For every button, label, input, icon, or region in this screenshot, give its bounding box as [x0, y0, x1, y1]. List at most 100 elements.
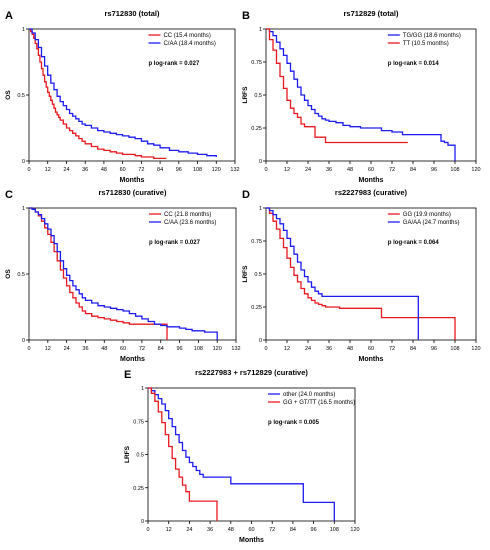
km-curve-blue-series-1 — [29, 28, 217, 157]
x-tick-label: 12 — [284, 346, 290, 352]
x-tick-label: 24 — [64, 346, 70, 352]
x-tick-label: 36 — [326, 167, 332, 173]
x-tick-label: 120 — [350, 527, 359, 533]
x-tick-label: 72 — [269, 527, 275, 533]
plot-frame — [147, 387, 356, 522]
x-axis-label: Months — [120, 177, 145, 184]
x-tick-label: 120 — [212, 167, 221, 173]
y-tick-label: 0.25 — [133, 486, 144, 492]
plot-frame — [28, 28, 236, 162]
x-tick-label: 108 — [194, 346, 203, 352]
x-tick-label: 0 — [27, 167, 30, 173]
x-tick-label: 72 — [389, 346, 395, 352]
x-tick-label: 120 — [471, 167, 480, 173]
y-tick-label: 0 — [259, 159, 262, 165]
x-tick-label: 72 — [138, 167, 144, 173]
x-tick-label: 60 — [368, 167, 374, 173]
y-tick-label: 1 — [259, 27, 262, 33]
p-value-annotation: p log-rank = 0.064 — [388, 240, 440, 246]
km-curve-blue-series-1 — [266, 207, 419, 340]
x-tick-label: 48 — [347, 346, 353, 352]
x-tick-label: 12 — [284, 167, 290, 173]
y-tick-label: 0.5 — [254, 272, 262, 278]
x-tick-label: 24 — [63, 167, 69, 173]
x-axis-label: Months — [120, 356, 145, 363]
y-tick-label: 0.25 — [251, 305, 262, 311]
y-tick-label: 1 — [141, 386, 144, 392]
y-tick-label: 0.5 — [254, 93, 262, 99]
y-tick-label: 0 — [22, 159, 25, 165]
x-tick-label: 120 — [471, 346, 480, 352]
p-value-annotation: p log-rank = 0.014 — [388, 61, 440, 67]
x-axis-label: Months — [239, 537, 264, 544]
plot-frame — [28, 207, 237, 341]
plot-frame — [265, 207, 477, 341]
x-tick-label: 84 — [410, 167, 416, 173]
x-tick-label: 96 — [431, 167, 437, 173]
x-tick-label: 36 — [207, 527, 213, 533]
p-value-annotation: p log-rank = 0.027 — [148, 61, 200, 67]
y-tick-label: 0.75 — [133, 419, 144, 425]
y-tick-label: 1 — [259, 206, 262, 212]
x-tick-label: 60 — [120, 167, 126, 173]
km-curve-red-series-1 — [266, 28, 408, 144]
y-tick-label: 0.75 — [251, 239, 262, 245]
legend-entry: GG (19.9 months) — [403, 212, 451, 218]
legend-entry: TT (10.5 months) — [403, 41, 449, 47]
panel-label: B — [242, 10, 250, 22]
legend-entry: other (24.0 months) — [283, 392, 335, 398]
x-axis-label: Months — [359, 356, 384, 363]
y-axis-label: LRFS — [124, 445, 131, 463]
x-tick-label: 132 — [231, 346, 240, 352]
legend-entry: GA/AA (24.7 months) — [403, 220, 460, 226]
x-tick-label: 48 — [347, 167, 353, 173]
x-tick-label: 24 — [186, 527, 192, 533]
x-tick-label: 96 — [431, 346, 437, 352]
x-axis-label: Months — [359, 177, 384, 184]
x-tick-label: 132 — [230, 167, 239, 173]
y-tick-label: 0.5 — [17, 272, 25, 278]
x-tick-label: 60 — [368, 346, 374, 352]
p-value-annotation: p log-rank = 0.027 — [149, 240, 201, 246]
chart-title: rs2227983 + rs712829 (curative) — [195, 368, 308, 377]
x-tick-label: 108 — [330, 527, 339, 533]
p-value-annotation: p log-rank = 0.005 — [268, 420, 320, 426]
panel-label: D — [242, 189, 250, 201]
y-tick-label: 0.25 — [251, 126, 262, 132]
x-tick-label: 72 — [389, 167, 395, 173]
x-tick-label: 48 — [228, 527, 234, 533]
y-axis-label: LRFS — [242, 86, 249, 104]
panel-label: E — [124, 369, 131, 381]
y-tick-label: 0.75 — [251, 60, 262, 66]
x-tick-label: 96 — [176, 167, 182, 173]
x-tick-label: 96 — [176, 346, 182, 352]
x-tick-label: 84 — [290, 527, 296, 533]
x-tick-label: 48 — [101, 346, 107, 352]
x-tick-label: 36 — [326, 346, 332, 352]
legend-entry: GG + GT/TT (16.5 months) — [283, 400, 355, 406]
km-curve-red-series-1 — [148, 387, 218, 521]
x-tick-label: 60 — [248, 527, 254, 533]
y-axis-label: OS — [5, 90, 12, 100]
km-curve-red-series-0 — [29, 28, 167, 160]
x-tick-label: 84 — [157, 167, 163, 173]
y-tick-label: 0.5 — [17, 93, 25, 99]
y-tick-label: 1 — [22, 206, 25, 212]
panel-label: C — [5, 189, 13, 201]
y-tick-label: 0.5 — [136, 453, 144, 459]
x-tick-label: 108 — [193, 167, 202, 173]
x-tick-label: 108 — [450, 346, 459, 352]
legend-entry: TG/GG (18.6 months) — [403, 33, 461, 39]
km-curve-blue-series-0 — [266, 28, 456, 161]
panel-label: A — [5, 10, 13, 22]
chart-title: rs712830 (total) — [104, 9, 160, 18]
km-curve-red-series-0 — [29, 207, 168, 340]
legend-entry: CC (21.8 months) — [164, 212, 211, 218]
y-tick-label: 0 — [141, 519, 144, 525]
x-tick-label: 0 — [146, 527, 149, 533]
y-tick-label: 1 — [22, 27, 25, 33]
